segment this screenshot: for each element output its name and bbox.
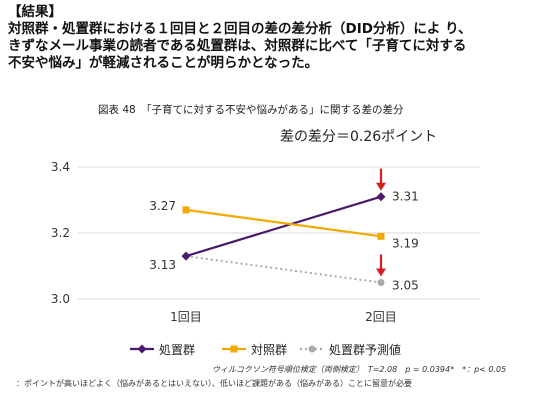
results-heading: 【結果】 (8, 4, 62, 20)
legend-label-treatment-series: 処置群 (159, 343, 195, 357)
diff-in-diff-label: 差の差分＝0.26ポイント (280, 129, 438, 145)
control-series-point (377, 232, 385, 240)
legend-marker-predicted-series (308, 345, 316, 353)
red-arrow-treatment-head (376, 182, 386, 191)
predicted-series-point (377, 279, 385, 286)
treatment-series-point (376, 192, 386, 202)
results-text-line-2: きずなメール事業の読者である処置群は、対照群に比べて「子育てに対する (8, 38, 467, 54)
treatment-series-point (181, 251, 191, 261)
data-label: 3.19 (392, 236, 419, 250)
y-tick-label: 3.4 (51, 160, 70, 174)
figure-title: 図表 48 「子育てに対する不安や悩みがある」に関する差の差分 (98, 104, 404, 116)
results-header: 【結果】 対照群・処置群における１回目と２回目の差の差分析（DID分析）によ り… (8, 4, 528, 72)
data-label: 3.13 (149, 258, 176, 272)
control-series-point (182, 206, 190, 214)
x-tick-label: 1回目 (170, 310, 202, 324)
results-text-line-3: 不安や悩み」が軽減されることが明らかとなった。 (8, 55, 319, 71)
footnote: ：ポイントが高いほどよく（悩みがあるとはいえない）、低いほど課題がある（悩みがあ… (16, 379, 412, 388)
y-tick-label: 3.2 (51, 226, 70, 240)
red-arrow-predicted-head (376, 268, 386, 277)
predicted-series-line (185, 255, 382, 284)
results-text-line-1: 対照群・処置群における１回目と２回目の差の差分析（DID分析）によ り、 (8, 21, 472, 37)
data-label: 3.05 (392, 279, 419, 293)
control-series-line (185, 208, 382, 238)
legend-label-predicted-series: 処置群予測値 (329, 342, 401, 357)
statistical-test-note: ウィルコクソン符号順位検定（両側検定） T=2.08 p = 0.0394* *… (212, 365, 507, 374)
treatment-series-line (185, 195, 382, 258)
x-tick-label: 2回目 (365, 310, 397, 324)
y-tick-label: 3.0 (51, 292, 70, 306)
legend-label-control-series: 対照群 (251, 343, 287, 357)
data-label: 3.31 (392, 190, 419, 204)
legend-marker-treatment-series (137, 344, 147, 354)
legend-marker-control-series (230, 345, 238, 353)
data-label: 3.27 (149, 199, 176, 213)
